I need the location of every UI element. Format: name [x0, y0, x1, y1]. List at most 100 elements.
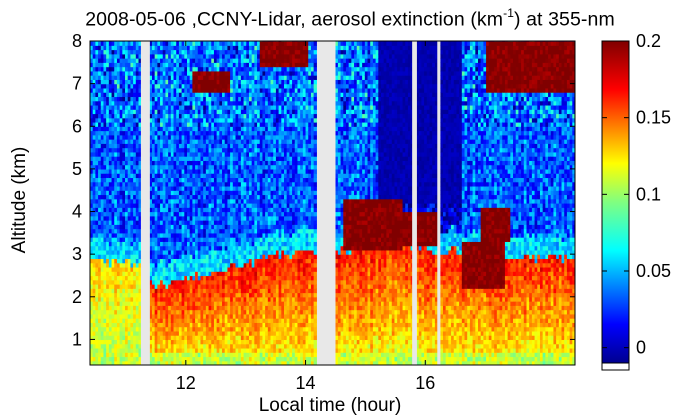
heatmap-cell [227, 232, 231, 238]
heatmap-cell [165, 254, 169, 260]
heatmap-cell [178, 181, 183, 187]
heatmap-cell [95, 147, 99, 153]
heatmap-cell [157, 143, 161, 149]
heatmap-cell [114, 352, 118, 358]
heatmap-cell [222, 122, 226, 127]
heatmap-cell [116, 100, 121, 106]
heatmap-cell [227, 126, 231, 132]
heatmap-cell [181, 173, 185, 179]
heatmap-cell [254, 258, 258, 264]
heatmap-cell [227, 322, 231, 328]
heatmap-cell [184, 207, 188, 213]
heatmap-cell [92, 160, 96, 166]
heatmap-cell [254, 75, 258, 80]
heatmap-cell [213, 322, 218, 328]
heatmap-cell [240, 41, 245, 46]
heatmap-cell [95, 87, 99, 93]
heatmap-cell [178, 254, 183, 260]
heatmap-cell [116, 292, 121, 298]
heatmap-cell [189, 139, 193, 144]
heatmap-cell [230, 356, 234, 362]
heatmap-cell [157, 322, 161, 328]
heatmap-cell [189, 241, 193, 247]
heatmap-cell [138, 53, 142, 59]
heatmap-cell [203, 45, 207, 51]
heatmap-cell [90, 75, 94, 80]
heatmap-cell [248, 288, 253, 294]
heatmap-cell [240, 343, 245, 349]
heatmap-cell [246, 58, 250, 63]
heatmap-cell [240, 296, 245, 302]
heatmap-cell [165, 130, 169, 136]
heatmap-cell [149, 279, 153, 285]
heatmap-cell [208, 49, 212, 55]
heatmap-cell [232, 305, 237, 311]
heatmap-cell [216, 224, 220, 230]
heatmap-cell [254, 100, 258, 106]
heatmap-cell [165, 134, 169, 140]
heatmap-cell [224, 168, 229, 174]
heatmap-cell [222, 190, 226, 196]
heatmap-cell [230, 262, 234, 268]
heatmap-cell [227, 284, 231, 289]
heatmap-cell [184, 228, 188, 234]
heatmap-cell [138, 181, 142, 187]
heatmap-cell [197, 203, 202, 208]
heatmap-cell [259, 352, 264, 358]
heatmap-cell [168, 288, 172, 294]
heatmap-cell [195, 173, 199, 179]
heatmap-cell [119, 87, 123, 93]
heatmap-cell [257, 305, 261, 311]
heatmap-cell [205, 330, 210, 336]
heatmap-cell [232, 66, 237, 72]
heatmap-cell [114, 262, 118, 268]
heatmap-cell [151, 279, 156, 285]
heatmap-cell [162, 147, 167, 153]
heatmap-cell [90, 92, 94, 98]
heatmap-cell [151, 292, 156, 298]
heatmap-cell [230, 147, 234, 153]
heatmap-cell [184, 352, 188, 358]
heatmap-cell [262, 335, 266, 341]
heatmap-cell [240, 241, 245, 247]
heatmap-cell [176, 207, 180, 213]
heatmap-cell [149, 305, 153, 311]
heatmap-cell [95, 301, 99, 306]
heatmap-cell [133, 271, 137, 277]
heatmap-cell [111, 156, 115, 161]
heatmap-cell [211, 194, 215, 200]
heatmap-cell [222, 352, 226, 358]
heatmap-cell [90, 96, 94, 102]
heatmap-cell [248, 83, 253, 89]
heatmap-cell [189, 100, 193, 106]
heatmap-cell [106, 177, 110, 183]
heatmap-cell [219, 143, 223, 149]
heatmap-cell [173, 75, 177, 80]
heatmap-cell [178, 203, 183, 208]
heatmap-cell [192, 92, 196, 98]
heatmap-cell [259, 194, 264, 200]
heatmap-cell [248, 126, 253, 132]
heatmap-cell [92, 164, 96, 170]
heatmap-cell [211, 96, 215, 102]
heatmap-cell [162, 215, 167, 221]
heatmap-cell [240, 134, 245, 140]
heatmap-cell [224, 109, 229, 115]
heatmap-cell [170, 318, 175, 323]
heatmap-cell [246, 92, 250, 98]
heatmap-cell [173, 83, 177, 89]
heatmap-cell [127, 279, 132, 285]
heatmap-cell [262, 156, 266, 161]
heatmap-cell [235, 53, 239, 59]
heatmap-cell [243, 266, 247, 272]
heatmap-cell [235, 224, 239, 230]
heatmap-cell [181, 207, 185, 213]
heatmap-cell [181, 156, 185, 161]
heatmap-cell [135, 288, 140, 294]
heatmap-cell [95, 322, 99, 328]
heatmap-cell [127, 113, 132, 119]
heatmap-cell [230, 41, 234, 46]
heatmap-cell [200, 122, 204, 127]
heatmap-cell [135, 66, 140, 72]
heatmap-cell [90, 228, 94, 234]
